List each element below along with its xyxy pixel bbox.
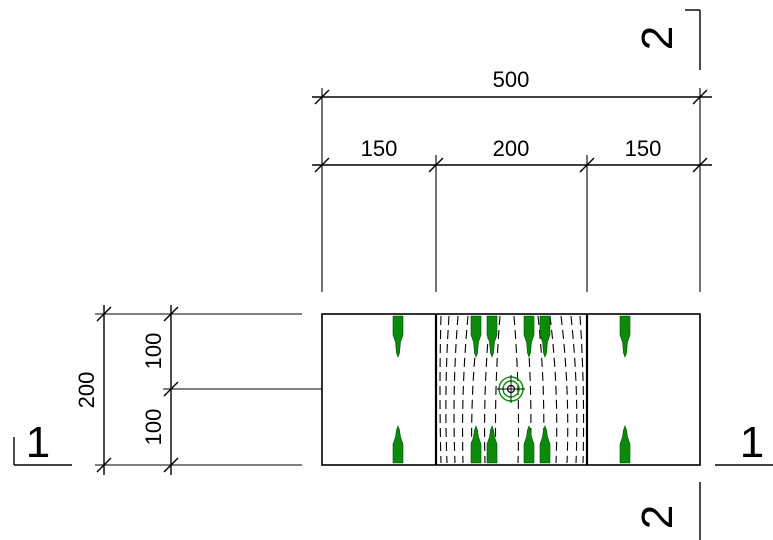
dimension-upper-segment: 100 xyxy=(141,333,166,370)
anchor-icon xyxy=(470,425,482,464)
section-marker-1-left: 1 xyxy=(13,418,72,467)
top-dimension-chain: 500 150 200 150 xyxy=(312,67,712,292)
dimension-overall-height: 200 xyxy=(74,372,99,409)
dimension-right-segment: 150 xyxy=(625,136,662,161)
core-grain-lines xyxy=(439,315,585,464)
section-marker-2-top: 2 xyxy=(633,9,701,70)
anchor-icon xyxy=(619,425,631,464)
dimension-left-segment: 150 xyxy=(361,136,398,161)
dimension-overall-width: 500 xyxy=(493,67,530,92)
section-label-2-bottom: 2 xyxy=(633,505,682,529)
anchor-icon xyxy=(523,425,535,464)
section-label-1-left: 1 xyxy=(26,418,50,467)
anchor-icon xyxy=(539,315,551,358)
anchor-icon xyxy=(523,315,535,358)
anchor-icon xyxy=(619,315,631,358)
section-body xyxy=(321,313,701,466)
dimension-lower-segment: 100 xyxy=(141,409,166,446)
dimension-middle-segment: 200 xyxy=(493,136,530,161)
anchor-icon xyxy=(486,315,498,358)
anchor-icon xyxy=(486,425,498,464)
anchor-icon xyxy=(392,315,404,358)
section-label-2-top: 2 xyxy=(633,26,682,50)
center-target-icon xyxy=(497,375,525,403)
anchor-icon xyxy=(470,315,482,358)
anchor-icon xyxy=(539,425,551,464)
section-marker-1-right: 1 xyxy=(715,418,773,467)
anchors-top-row xyxy=(392,315,631,358)
section-marker-2-bottom: 2 xyxy=(633,482,701,540)
anchor-icon xyxy=(392,425,404,464)
anchors-bottom-row xyxy=(392,425,631,464)
section-label-1-right: 1 xyxy=(740,418,764,467)
